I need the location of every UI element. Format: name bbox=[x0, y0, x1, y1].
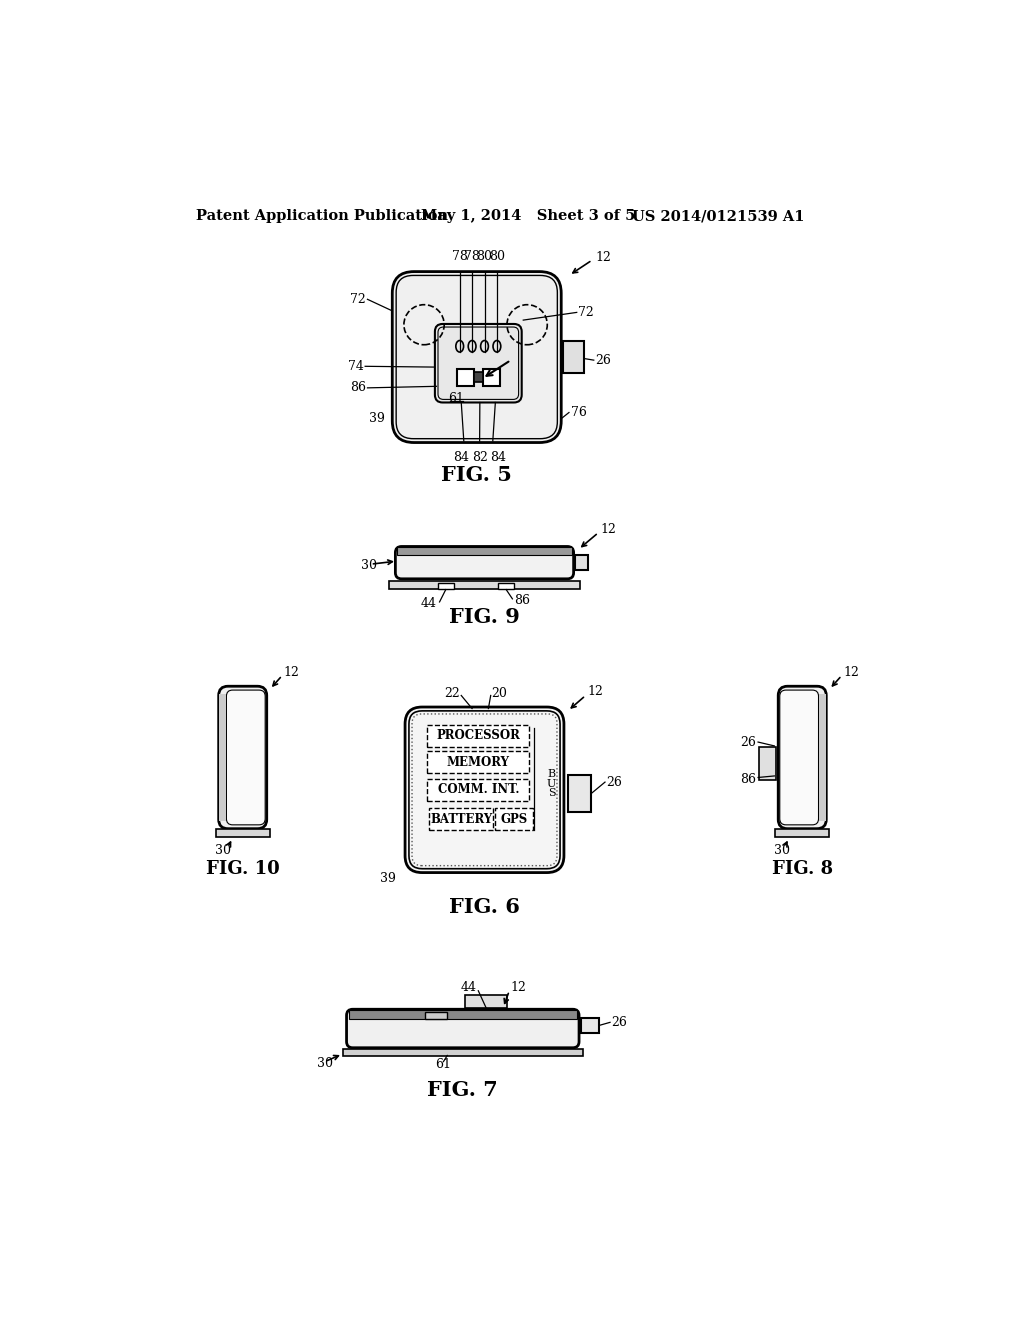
Bar bbox=[499, 582, 514, 589]
Bar bbox=[389, 581, 580, 589]
Text: FIG. 9: FIG. 9 bbox=[450, 607, 520, 627]
Bar bbox=[474, 372, 483, 381]
Text: 12: 12 bbox=[844, 665, 859, 678]
Text: 86: 86 bbox=[350, 381, 366, 395]
Bar bbox=[575, 554, 588, 570]
Text: 30: 30 bbox=[215, 843, 230, 857]
Text: 12: 12 bbox=[284, 665, 300, 678]
Text: 12: 12 bbox=[587, 685, 603, 698]
Bar bbox=[427, 725, 529, 747]
Text: 26: 26 bbox=[595, 354, 611, 367]
Bar bbox=[483, 368, 500, 385]
Text: 30: 30 bbox=[360, 560, 377, 573]
Bar bbox=[819, 694, 825, 821]
Text: B: B bbox=[548, 770, 556, 779]
FancyBboxPatch shape bbox=[395, 546, 573, 579]
FancyBboxPatch shape bbox=[219, 686, 266, 829]
Text: 86: 86 bbox=[514, 594, 530, 607]
Text: Patent Application Publication: Patent Application Publication bbox=[197, 209, 449, 223]
Text: PROCESSOR: PROCESSOR bbox=[436, 730, 520, 742]
Text: 76: 76 bbox=[570, 407, 587, 418]
Text: FIG. 10: FIG. 10 bbox=[206, 859, 280, 878]
Bar bbox=[219, 694, 225, 821]
Bar bbox=[775, 829, 829, 837]
Text: 80: 80 bbox=[488, 249, 505, 263]
FancyBboxPatch shape bbox=[799, 730, 806, 751]
Text: 12: 12 bbox=[595, 251, 611, 264]
FancyBboxPatch shape bbox=[796, 726, 809, 755]
Text: 12: 12 bbox=[511, 981, 526, 994]
Bar bbox=[563, 341, 585, 374]
FancyBboxPatch shape bbox=[435, 323, 521, 403]
Bar bbox=[581, 1018, 599, 1034]
Text: FIG. 5: FIG. 5 bbox=[441, 465, 512, 484]
Bar bbox=[465, 995, 507, 1008]
Text: 26: 26 bbox=[606, 776, 623, 788]
Bar bbox=[759, 747, 776, 780]
Text: 82: 82 bbox=[472, 451, 487, 465]
Bar bbox=[216, 829, 270, 837]
FancyBboxPatch shape bbox=[779, 690, 818, 825]
Bar bbox=[427, 779, 529, 800]
Text: 22: 22 bbox=[444, 686, 460, 700]
Text: S: S bbox=[548, 788, 555, 797]
Bar bbox=[343, 1048, 583, 1056]
Text: 30: 30 bbox=[774, 843, 791, 857]
Bar bbox=[568, 775, 591, 812]
Text: COMM. INT.: COMM. INT. bbox=[437, 783, 519, 796]
Text: GPS: GPS bbox=[501, 813, 527, 825]
Text: BATTERY: BATTERY bbox=[430, 813, 493, 825]
Text: 78: 78 bbox=[452, 249, 468, 263]
Text: 86: 86 bbox=[740, 772, 757, 785]
Bar bbox=[427, 751, 529, 774]
Text: U: U bbox=[547, 779, 556, 788]
Text: MEMORY: MEMORY bbox=[446, 755, 510, 768]
Text: 74: 74 bbox=[348, 360, 364, 372]
Text: 72: 72 bbox=[579, 306, 594, 319]
Text: 84: 84 bbox=[490, 451, 507, 465]
Text: 78: 78 bbox=[464, 249, 480, 263]
Text: 26: 26 bbox=[740, 735, 757, 748]
Bar bbox=[438, 582, 454, 589]
Text: 39: 39 bbox=[369, 412, 385, 425]
Text: 12: 12 bbox=[601, 523, 616, 536]
Bar bbox=[495, 808, 534, 830]
Text: 39: 39 bbox=[380, 873, 395, 886]
Text: 72: 72 bbox=[350, 293, 366, 306]
Text: May 1, 2014   Sheet 3 of 5: May 1, 2014 Sheet 3 of 5 bbox=[421, 209, 635, 223]
Text: 84: 84 bbox=[454, 451, 469, 465]
Text: 30: 30 bbox=[317, 1056, 333, 1069]
Text: 26: 26 bbox=[611, 1016, 628, 1028]
Bar bbox=[425, 1012, 446, 1019]
Bar bbox=[397, 548, 572, 554]
FancyBboxPatch shape bbox=[226, 690, 265, 825]
Text: 80: 80 bbox=[476, 249, 493, 263]
Text: 44: 44 bbox=[461, 981, 477, 994]
Bar bbox=[457, 368, 474, 385]
FancyBboxPatch shape bbox=[778, 686, 826, 829]
Text: 20: 20 bbox=[490, 686, 507, 700]
FancyBboxPatch shape bbox=[346, 1010, 579, 1048]
Text: 61: 61 bbox=[435, 1059, 452, 1072]
Bar bbox=[429, 808, 493, 830]
Text: FIG. 7: FIG. 7 bbox=[427, 1080, 498, 1100]
Text: 61: 61 bbox=[449, 392, 465, 405]
FancyBboxPatch shape bbox=[392, 272, 561, 442]
Text: FIG. 6: FIG. 6 bbox=[450, 898, 520, 917]
Text: US 2014/0121539 A1: US 2014/0121539 A1 bbox=[632, 209, 804, 223]
FancyBboxPatch shape bbox=[406, 708, 564, 873]
Bar bbox=[349, 1010, 577, 1019]
Text: FIG. 8: FIG. 8 bbox=[772, 859, 833, 878]
Text: 44: 44 bbox=[421, 597, 436, 610]
